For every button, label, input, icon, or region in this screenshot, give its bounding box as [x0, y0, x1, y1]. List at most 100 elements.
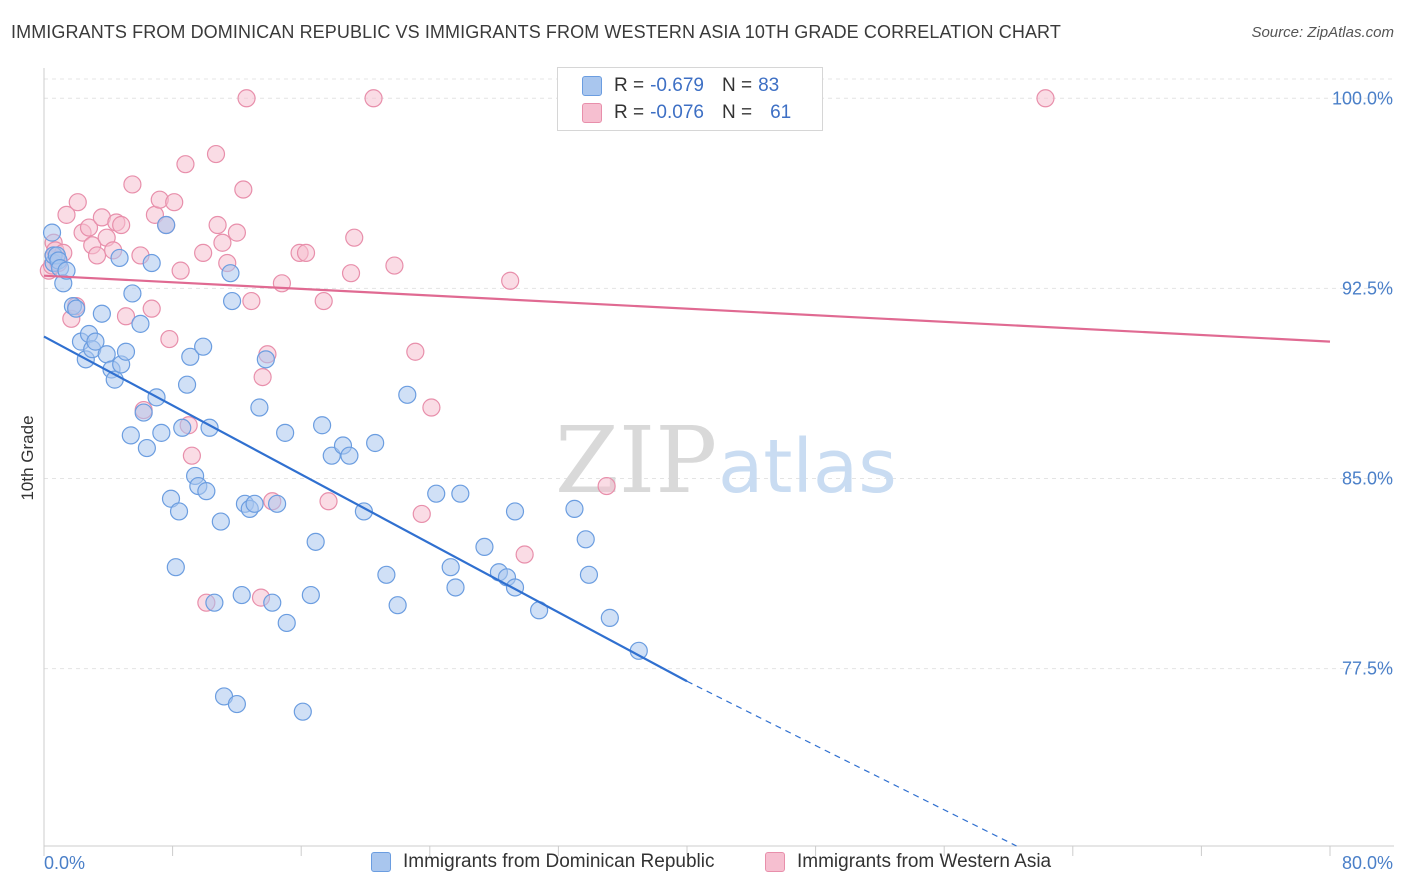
data-point	[245, 494, 264, 513]
data-point	[79, 218, 99, 237]
data-point	[160, 329, 179, 349]
data-point	[205, 593, 224, 612]
data-point	[57, 205, 76, 224]
data-point	[182, 446, 201, 465]
data-point	[629, 641, 648, 660]
data-point	[515, 545, 534, 564]
data-point	[232, 585, 251, 605]
data-point	[475, 537, 494, 557]
data-point	[237, 89, 256, 108]
legend-r-label: R =	[614, 102, 645, 123]
data-point	[242, 291, 261, 311]
data-point	[116, 342, 136, 361]
data-point	[176, 155, 195, 174]
data-point	[227, 694, 246, 714]
data-point	[213, 233, 232, 252]
data-point	[388, 596, 407, 615]
data-point	[137, 438, 156, 458]
data-point	[152, 423, 171, 442]
data-point	[112, 215, 131, 235]
data-point	[505, 502, 525, 521]
data-point	[263, 593, 282, 612]
data-point	[197, 482, 216, 501]
trend-line-blue-extension	[686, 680, 1017, 847]
legend-r-label: R =	[614, 75, 645, 96]
data-point	[441, 558, 460, 577]
trend-line-pink	[43, 274, 1331, 343]
data-point	[296, 243, 316, 262]
pink-swatch	[765, 852, 785, 872]
data-point	[67, 299, 86, 318]
chart-title: IMMIGRANTS FROM DOMINICAN REPUBLIC VS IM…	[11, 22, 1061, 42]
y-tick-label: 92.5%	[1342, 278, 1393, 298]
data-point	[301, 585, 320, 605]
data-point	[446, 578, 465, 597]
pink-swatch	[582, 103, 602, 123]
bottom-legend-pink: Immigrants from Western Asia	[765, 851, 1051, 873]
data-point	[314, 291, 333, 311]
data-point	[116, 307, 136, 326]
blue-swatch	[371, 852, 391, 872]
data-point	[412, 504, 431, 524]
x-tick-label: 80.0%	[1342, 853, 1393, 873]
data-point	[97, 345, 116, 364]
data-point	[177, 375, 197, 394]
legend-row-blue: R = -0.679 N = 83	[582, 72, 779, 100]
data-point	[366, 433, 385, 453]
legend-r-value: -0.679	[650, 75, 704, 96]
data-point	[501, 271, 520, 290]
data-point	[565, 499, 584, 518]
data-point	[171, 261, 190, 280]
data-point	[86, 332, 105, 351]
data-point	[427, 484, 446, 503]
data-point	[87, 246, 107, 265]
data-point	[68, 193, 87, 212]
data-point	[422, 398, 441, 417]
data-point	[234, 180, 253, 199]
grid-lines	[44, 78, 1394, 670]
data-point	[253, 367, 272, 387]
data-point	[319, 492, 338, 511]
legend-row-pink: R = -0.076 N = 61	[582, 99, 791, 127]
data-point	[597, 476, 616, 496]
data-point	[166, 558, 185, 577]
legend-label-blue: Immigrants from Dominican Republic	[403, 851, 715, 872]
legend-r-value: -0.076	[650, 102, 704, 123]
data-point	[169, 502, 189, 521]
legend-label-pink: Immigrants from Western Asia	[797, 851, 1052, 872]
axes	[43, 68, 1394, 856]
data-point	[142, 253, 161, 273]
data-point	[131, 314, 150, 333]
data-point	[42, 223, 62, 242]
data-point	[181, 347, 200, 366]
legend-n-label: N =	[721, 102, 753, 123]
correlation-legend: R = -0.679 N = 83 R = -0.076 N = 61	[557, 67, 823, 131]
data-point	[312, 416, 332, 435]
data-point	[341, 264, 361, 283]
data-point	[121, 426, 140, 445]
data-point	[92, 304, 111, 323]
y-tick-label: 85.0%	[1342, 468, 1393, 488]
data-point	[579, 565, 599, 584]
data-point	[451, 484, 470, 503]
legend-n-value: 61	[770, 102, 792, 123]
data-point	[277, 613, 296, 633]
x-tick-label: 0.0%	[44, 853, 85, 873]
data-point	[221, 264, 240, 283]
data-point	[110, 248, 129, 268]
data-point	[157, 215, 176, 235]
data-point	[576, 530, 595, 549]
data-point	[377, 565, 396, 584]
data-point	[142, 299, 161, 318]
data-point	[267, 494, 287, 513]
data-point	[293, 702, 312, 721]
legend-n-label: N =	[721, 75, 753, 96]
trend-lines	[43, 274, 1331, 847]
data-point	[600, 608, 619, 627]
tick-labels: 77.5% 85.0% 92.5% 100.0% 0.0% 80.0%	[44, 88, 1393, 873]
watermark-atlas: atlas	[718, 424, 897, 510]
blue-swatch	[582, 76, 602, 96]
data-point	[206, 144, 226, 164]
data-point	[123, 175, 142, 194]
data-point	[123, 284, 142, 303]
